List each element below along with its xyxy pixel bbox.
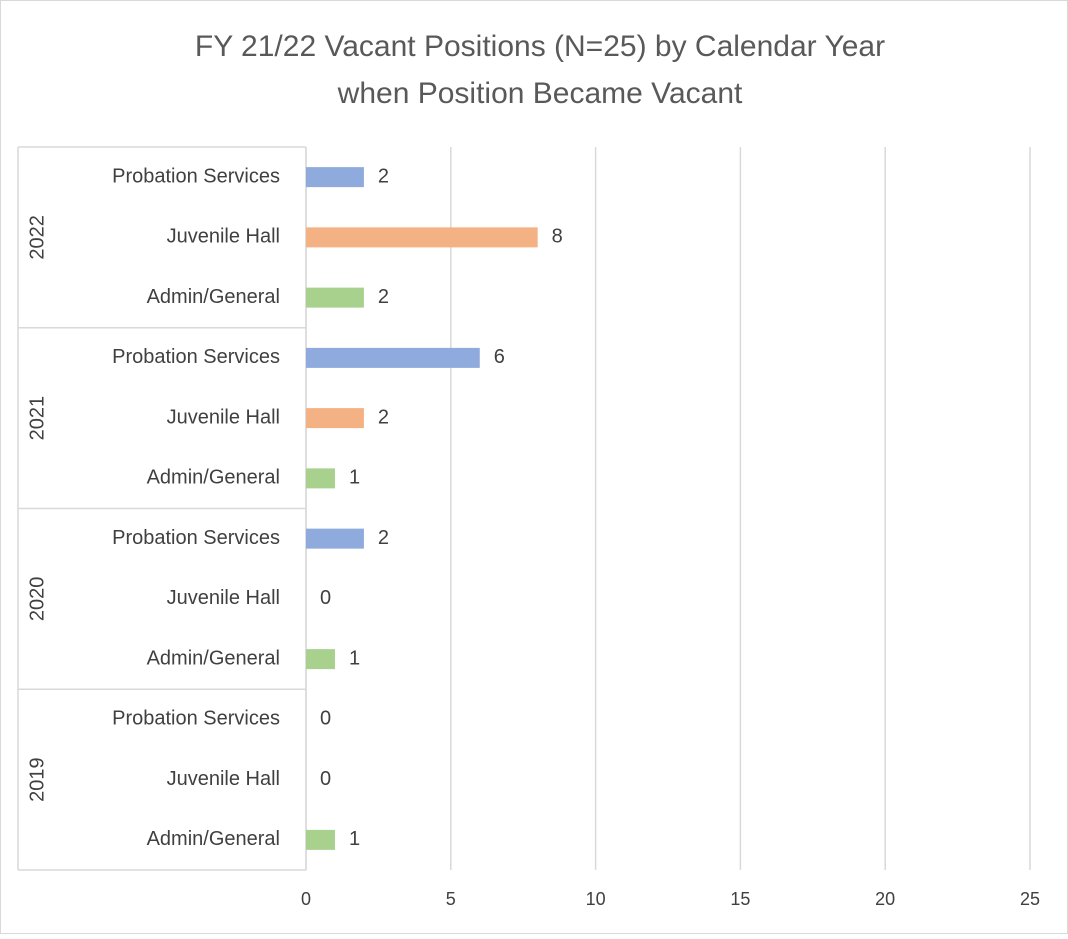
group-label: 2020: [26, 577, 48, 622]
data-label: 2: [378, 406, 389, 428]
data-label: 2: [378, 165, 389, 187]
x-tick-label: 25: [1020, 889, 1040, 909]
bar: [306, 408, 364, 429]
bar: [306, 528, 364, 549]
x-tick-label: 20: [875, 889, 895, 909]
data-label: 8: [552, 226, 563, 248]
category-label: Probation Services: [112, 708, 280, 730]
group-label: 2019: [26, 757, 48, 802]
category-label: Juvenile Hall: [167, 226, 280, 248]
data-label: 0: [320, 587, 331, 609]
category-label: Juvenile Hall: [167, 768, 280, 790]
data-label: 6: [494, 346, 505, 368]
chart-title: FY 21/22 Vacant Positions (N=25) by Cale…: [195, 30, 885, 63]
x-tick-label: 10: [586, 889, 606, 909]
x-tick-label: 5: [446, 889, 456, 909]
category-label: Probation Services: [112, 165, 280, 187]
category-label: Admin/General: [147, 467, 280, 489]
x-tick-label: 0: [301, 889, 311, 909]
data-label: 0: [320, 768, 331, 790]
category-label: Juvenile Hall: [167, 406, 280, 428]
bar: [306, 649, 335, 670]
group-label: 2021: [26, 396, 48, 441]
data-label: 1: [349, 467, 360, 489]
chart-title: when Position Became Vacant: [337, 77, 743, 110]
data-label: 2: [378, 527, 389, 549]
category-label: Probation Services: [112, 346, 280, 368]
data-label: 2: [378, 286, 389, 308]
bar: [306, 227, 538, 248]
category-label: Probation Services: [112, 527, 280, 549]
bar: [306, 287, 364, 308]
data-label: 1: [349, 647, 360, 669]
bar: [306, 347, 480, 368]
bar: [306, 468, 335, 489]
group-label: 2022: [26, 215, 48, 260]
category-label: Admin/General: [147, 286, 280, 308]
bar: [306, 829, 335, 850]
bar: [306, 167, 364, 188]
category-label: Admin/General: [147, 647, 280, 669]
category-label: Juvenile Hall: [167, 587, 280, 609]
data-label: 1: [349, 828, 360, 850]
data-label: 0: [320, 708, 331, 730]
x-tick-label: 15: [730, 889, 750, 909]
category-label: Admin/General: [147, 828, 280, 850]
